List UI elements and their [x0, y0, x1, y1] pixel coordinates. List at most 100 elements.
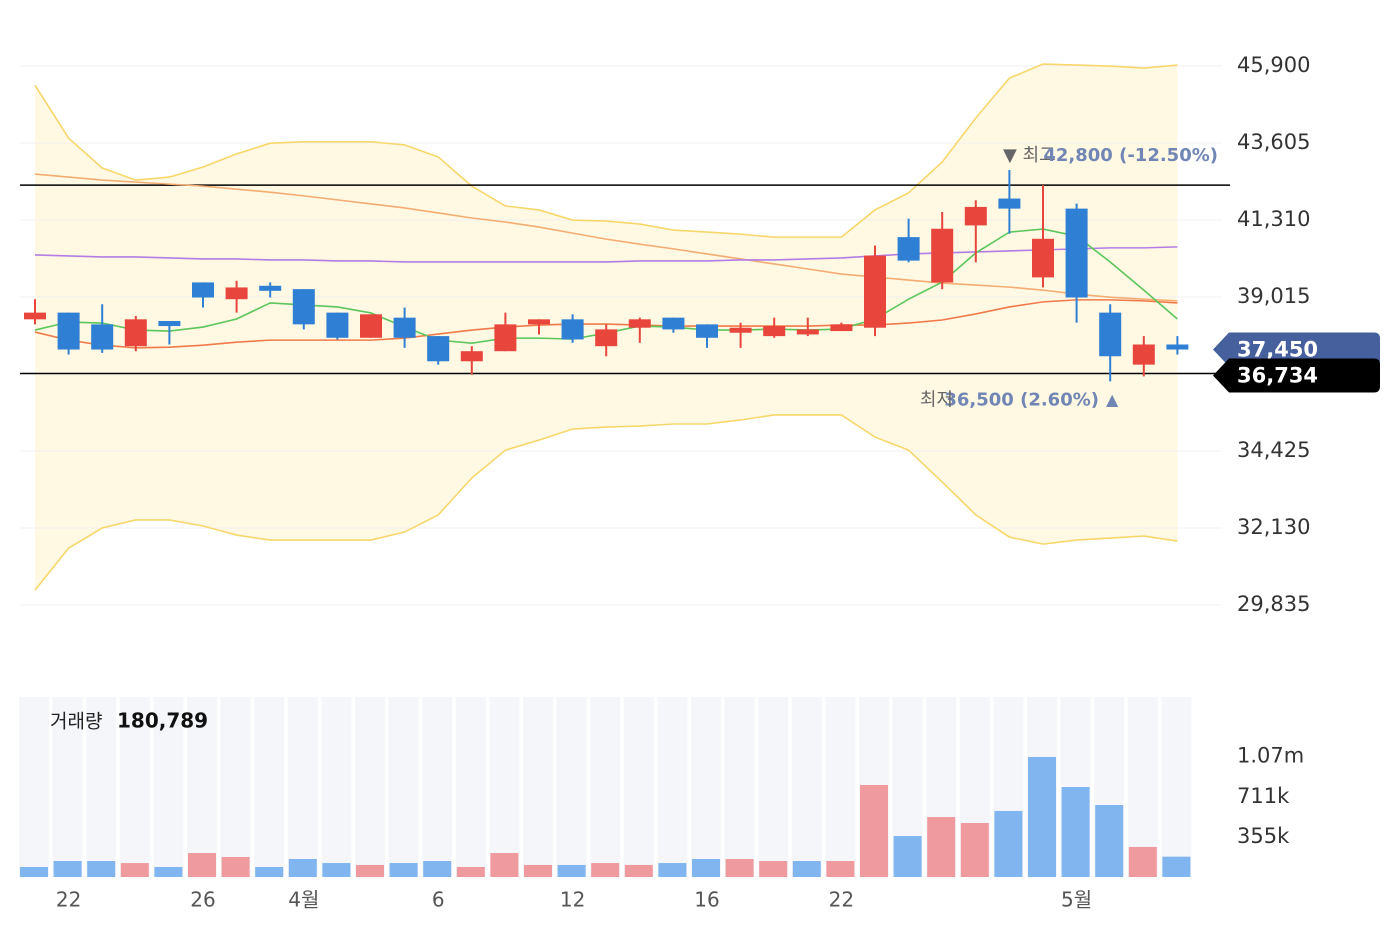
y-tick-label: 45,900 — [1237, 53, 1310, 77]
candle-body — [897, 237, 920, 261]
high-marker-prefix: ▼ 최고 — [1003, 145, 1056, 166]
volume-bar — [255, 866, 284, 877]
volume-column-bg — [388, 697, 419, 877]
candle-body — [292, 289, 315, 325]
band-lower — [34, 414, 1178, 591]
x-tick-label: 12 — [560, 888, 585, 912]
volume-bar — [692, 859, 720, 877]
volume-bar — [1128, 846, 1157, 877]
volume-bar — [1162, 856, 1191, 877]
candle-body — [57, 312, 80, 350]
volume-bar — [120, 863, 149, 877]
volume-bar — [1028, 756, 1056, 877]
candle-body — [393, 317, 416, 338]
volume-tick-label: 711k — [1237, 784, 1290, 808]
candle-body — [595, 329, 618, 347]
volume-bar — [591, 863, 620, 877]
candle-body — [763, 326, 786, 337]
volume-column-bg — [724, 697, 755, 877]
low-marker-prefix: 최저 — [920, 389, 953, 410]
candle-body — [192, 282, 214, 298]
volume-bar — [759, 861, 788, 877]
volume-column-bg — [254, 697, 285, 877]
y-tick-label: 29,835 — [1237, 592, 1310, 616]
volume-bar — [557, 864, 586, 877]
volume-column-bg — [422, 697, 453, 877]
candle-body — [91, 324, 114, 350]
volume-column-bg — [19, 697, 49, 877]
volume-bar — [826, 861, 855, 877]
low-marker-suffix: ▲ — [1106, 390, 1119, 409]
volume-column-bg — [590, 697, 621, 877]
high-marker-label: 42,800 (-12.50%) — [1043, 145, 1218, 166]
low-marker-label: 36,500 (2.60%) — [944, 389, 1099, 410]
candle-body — [628, 319, 651, 328]
volume-bar — [994, 810, 1023, 877]
volume-bar — [87, 861, 116, 877]
volume-column-bg — [758, 697, 789, 877]
volume-column-bg — [321, 697, 352, 877]
candle-body — [360, 314, 382, 338]
candle-body — [460, 351, 483, 362]
band-upper — [34, 63, 1178, 238]
volume-column-bg — [791, 697, 822, 877]
volume-bar — [960, 823, 989, 877]
y-tick-label: 32,130 — [1237, 515, 1310, 539]
volume-column-bg — [355, 697, 385, 877]
volume-bar — [20, 866, 48, 877]
x-tick-label: 22 — [56, 888, 81, 912]
volume-bar — [389, 863, 418, 877]
volume-bar — [154, 866, 183, 877]
volume-column-bg — [187, 697, 217, 877]
candle-body — [124, 319, 147, 347]
x-tick-label: 26 — [190, 888, 215, 912]
volume-bar — [524, 864, 552, 877]
price-label: 36,734 — [1237, 364, 1318, 388]
candle-body — [662, 317, 685, 330]
x-tick-label: 5월 — [1061, 888, 1092, 912]
volume-bar — [792, 861, 821, 877]
candle-body — [494, 324, 517, 352]
volume-bar — [423, 861, 452, 877]
volume-bar — [490, 853, 519, 877]
volume-bar — [725, 859, 754, 877]
x-tick-label: 16 — [694, 888, 719, 912]
candle-body — [830, 324, 853, 332]
moving-average — [34, 246, 1178, 263]
candle-body — [1032, 238, 1054, 278]
volume-bar — [356, 864, 384, 877]
candle-body — [1166, 344, 1189, 350]
candle-body — [528, 319, 550, 325]
candle-body — [1099, 312, 1122, 357]
volume-tick-label: 1.07m — [1237, 744, 1304, 768]
candle-body — [998, 198, 1021, 209]
candle-body — [729, 327, 752, 333]
y-tick-label: 43,605 — [1237, 130, 1310, 154]
volume-bar — [188, 853, 216, 877]
candle-body — [964, 206, 987, 226]
volume-column-bg — [52, 697, 83, 877]
volume-bar — [1061, 787, 1090, 877]
moving-average — [34, 173, 1178, 302]
volume-column-bg — [119, 697, 150, 877]
price-label-bg — [1213, 332, 1380, 367]
volume-current: 180,789 — [117, 709, 208, 733]
price-label: 37,450 — [1237, 338, 1318, 362]
volume-bar — [322, 863, 351, 877]
y-tick-label: 34,425 — [1237, 438, 1310, 462]
volume-column-bg — [455, 697, 486, 877]
candle-body — [1065, 208, 1088, 298]
volume-bar — [288, 859, 317, 877]
volume-column-bg — [86, 697, 117, 877]
candle-body — [259, 285, 282, 291]
candle-body — [931, 228, 954, 283]
volume-bar — [53, 861, 82, 877]
volume-bar — [456, 866, 485, 877]
candle-body — [561, 319, 584, 340]
volume-column-bg — [220, 697, 251, 877]
candle-body — [1132, 344, 1155, 365]
y-tick-label: 41,310 — [1237, 207, 1310, 231]
candle-body — [427, 336, 450, 362]
volume-column-bg — [523, 697, 553, 877]
